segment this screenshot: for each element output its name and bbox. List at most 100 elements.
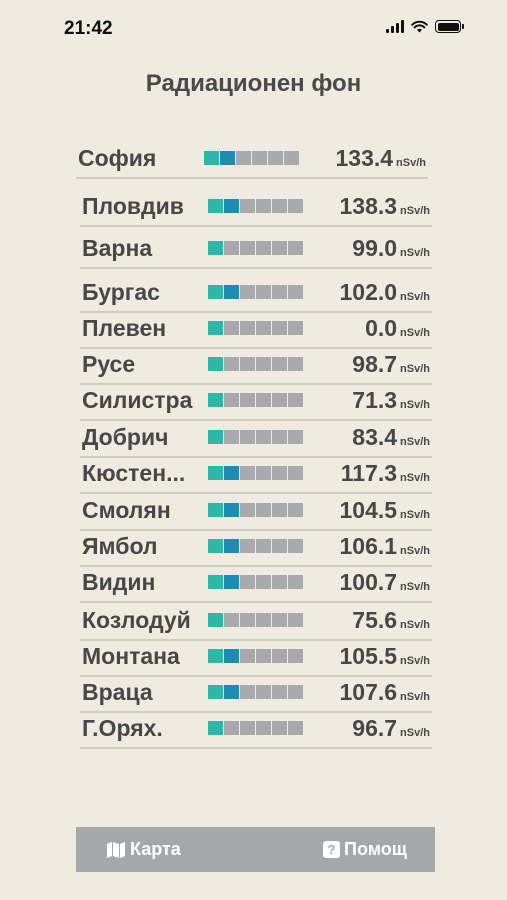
level-segment (208, 649, 223, 663)
city-row[interactable]: Добрич 83.4 nSv/h (80, 422, 432, 458)
level-segment (288, 721, 303, 735)
city-name: Козлодуй (82, 607, 191, 633)
city-name: Монтана (82, 643, 180, 669)
bottom-nav: Карта ? Помощ (76, 827, 435, 872)
level-segment (288, 430, 303, 444)
radiation-level-bar (208, 613, 303, 627)
city-row[interactable]: Русе 98.7 nSv/h (80, 349, 432, 385)
city-row[interactable]: Варна 99.0 nSv/h (80, 233, 432, 269)
level-segment (236, 151, 251, 165)
level-segment (208, 721, 223, 735)
radiation-level-bar (208, 285, 303, 299)
city-row[interactable]: Бургас 102.0 nSv/h (80, 277, 432, 313)
city-name: Кюстен... (82, 460, 186, 486)
radiation-level-bar (208, 357, 303, 371)
value-unit: nSv/h (400, 545, 430, 557)
level-segment (240, 199, 255, 213)
city-row[interactable]: Козлодуй 75.6 nSv/h (80, 605, 432, 641)
level-segment (256, 613, 271, 627)
value-number: 83.4 (352, 424, 398, 450)
level-segment (272, 199, 287, 213)
status-icons (386, 20, 464, 33)
city-name: Видин (82, 569, 156, 595)
level-segment (224, 613, 239, 627)
level-segment (288, 393, 303, 407)
value-number: 71.3 (352, 387, 398, 413)
map-button[interactable]: Карта (106, 827, 181, 872)
radiation-value: 0.0 nSv/h (365, 315, 430, 342)
level-segment (240, 321, 255, 335)
city-name: Добрич (82, 424, 169, 450)
wifi-icon (411, 20, 428, 33)
radiation-value: 105.5 nSv/h (339, 643, 430, 670)
map-icon (107, 841, 125, 858)
city-row[interactable]: Монтана 105.5 nSv/h (80, 641, 432, 677)
level-segment (208, 357, 223, 371)
level-segment (208, 241, 223, 255)
value-number: 104.5 (339, 497, 398, 523)
level-segment (240, 285, 255, 299)
city-row[interactable]: Пловдив 138.3 nSv/h (80, 191, 432, 227)
level-segment (208, 430, 223, 444)
value-number: 0.0 (365, 315, 398, 341)
city-row[interactable]: Смолян 104.5 nSv/h (80, 495, 432, 531)
value-unit: nSv/h (400, 291, 430, 303)
level-segment (256, 721, 271, 735)
level-segment (288, 575, 303, 589)
radiation-level-bar (208, 685, 303, 699)
value-number: 75.6 (352, 607, 398, 633)
level-segment (256, 430, 271, 444)
level-segment (256, 466, 271, 480)
level-segment (224, 539, 239, 553)
help-button[interactable]: ? Помощ (323, 827, 407, 872)
value-number: 107.6 (339, 679, 398, 705)
city-row[interactable]: Кюстен... 117.3 nSv/h (80, 458, 432, 494)
status-time: 21:42 (64, 18, 113, 39)
level-segment (208, 575, 223, 589)
page-title: Радиационен фон (145, 70, 362, 97)
level-segment (272, 285, 287, 299)
radiation-value: 104.5 nSv/h (339, 497, 430, 524)
battery-icon (435, 20, 464, 33)
radiation-value: 83.4 nSv/h (352, 424, 430, 451)
value-unit: nSv/h (400, 205, 430, 217)
level-segment (288, 503, 303, 517)
level-segment (240, 613, 255, 627)
city-row[interactable]: Видин 100.7 nSv/h (80, 567, 432, 603)
level-segment (224, 241, 239, 255)
level-segment (288, 685, 303, 699)
level-segment (256, 357, 271, 371)
level-segment (224, 285, 239, 299)
city-row[interactable]: Ямбол 106.1 nSv/h (80, 531, 432, 567)
level-segment (240, 466, 255, 480)
radiation-level-bar (208, 199, 303, 213)
value-unit: nSv/h (400, 436, 430, 448)
city-row[interactable]: Г.Орях. 96.7 nSv/h (80, 713, 432, 749)
radiation-level-bar (208, 466, 303, 480)
city-row[interactable]: София 133.4 nSv/h (76, 143, 428, 179)
level-segment (256, 539, 271, 553)
level-segment (208, 466, 223, 480)
radiation-value: 100.7 nSv/h (339, 569, 430, 596)
level-segment (256, 241, 271, 255)
radiation-value: 71.3 nSv/h (352, 387, 430, 414)
level-segment (252, 151, 267, 165)
city-row[interactable]: Плевен 0.0 nSv/h (80, 313, 432, 349)
level-segment (208, 685, 223, 699)
city-row[interactable]: Враца 107.6 nSv/h (80, 677, 432, 713)
radiation-value: 117.3 nSv/h (341, 460, 430, 487)
level-segment (256, 575, 271, 589)
level-segment (272, 357, 287, 371)
level-segment (224, 466, 239, 480)
level-segment (272, 685, 287, 699)
radiation-value: 133.4 nSv/h (335, 145, 426, 172)
signal-icon (386, 20, 404, 33)
radiation-value: 107.6 nSv/h (339, 679, 430, 706)
city-row[interactable]: Силистра 71.3 nSv/h (80, 385, 432, 421)
level-segment (224, 321, 239, 335)
level-segment (224, 685, 239, 699)
level-segment (240, 649, 255, 663)
level-segment (224, 393, 239, 407)
level-segment (288, 613, 303, 627)
level-segment (240, 685, 255, 699)
